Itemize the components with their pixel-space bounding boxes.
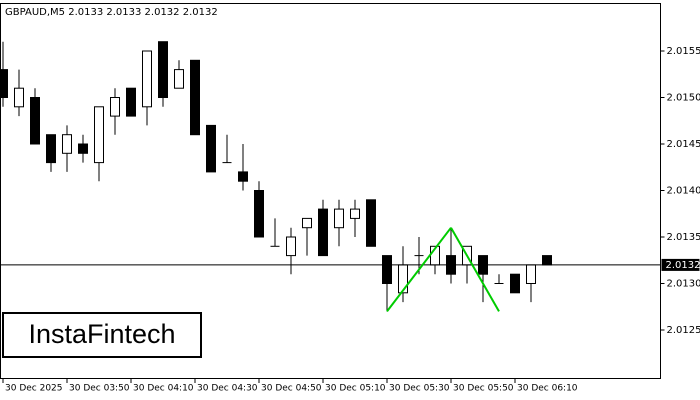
candle-body: [158, 41, 168, 98]
y-tick-label: 2.0140: [667, 186, 700, 197]
x-tick-label: 30 Dec 05:30: [389, 384, 450, 394]
x-tick-label: 30 Dec 03:50: [69, 384, 130, 394]
candle-body: [254, 190, 264, 238]
candle-body: [206, 124, 216, 173]
watermark: InstaFintech: [28, 319, 175, 349]
candle-body: [110, 97, 120, 117]
candle-body: [46, 134, 56, 164]
candle-body: [510, 273, 520, 294]
candle-body: [62, 134, 72, 154]
y-tick-label: 2.0155: [667, 46, 700, 57]
y-tick-label: 2.0135: [667, 232, 700, 243]
x-tick-label: 30 Dec 05:50: [453, 384, 514, 394]
candle-body: [350, 208, 360, 219]
candle-body: [126, 87, 136, 117]
candle-body: [238, 171, 248, 182]
watermark-box: [2, 312, 202, 358]
x-tick-label: 30 Dec 06:10: [517, 384, 578, 394]
x-tick-label: 30 Dec 04:50: [261, 384, 322, 394]
y-tick-label: 2.0130: [667, 279, 700, 290]
candle-body: [398, 264, 408, 294]
candle-body: [78, 143, 88, 154]
candle-body: [94, 106, 104, 164]
x-tick-label: 30 Dec 2025: [5, 384, 63, 394]
y-tick-label: 2.0145: [667, 139, 700, 150]
candle-body: [334, 208, 344, 229]
x-tick-label: 30 Dec 04:30: [197, 384, 258, 394]
current-price-label: 2.0132: [666, 260, 700, 271]
candle-body: [142, 50, 152, 108]
candle-body: [318, 208, 328, 257]
candle-body: [14, 87, 24, 108]
candle-body: [0, 69, 8, 98]
y-tick-label: 2.0150: [667, 93, 700, 104]
candle-body: [286, 236, 296, 257]
candle-body: [526, 264, 536, 284]
pattern-line: [450, 227, 500, 312]
current-price-box: [661, 258, 700, 271]
candle-body: [542, 255, 552, 266]
candle-body: [302, 217, 312, 229]
candle-body: [174, 69, 184, 89]
y-tick-label: 2.0125: [667, 325, 700, 336]
x-tick-label: 30 Dec 04:10: [133, 384, 194, 394]
pattern-line: [386, 227, 452, 313]
x-tick-label: 30 Dec 05:10: [325, 384, 386, 394]
candle-body: [366, 199, 376, 247]
candle-body: [190, 59, 200, 136]
chart-title: GBPAUD,M5 2.0133 2.0133 2.0132 2.0132: [5, 7, 218, 18]
candle-body: [382, 255, 392, 285]
candle-body: [30, 97, 40, 145]
